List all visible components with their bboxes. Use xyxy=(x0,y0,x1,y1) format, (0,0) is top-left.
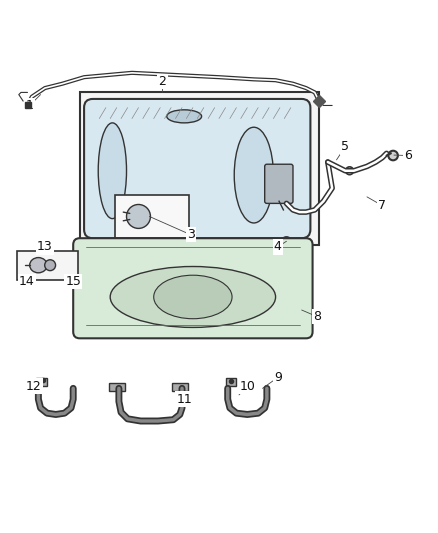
Text: 15: 15 xyxy=(65,275,81,288)
Text: 13: 13 xyxy=(37,240,53,253)
Text: 5: 5 xyxy=(341,140,349,154)
Ellipse shape xyxy=(110,266,276,327)
FancyBboxPatch shape xyxy=(84,99,311,238)
Text: 2: 2 xyxy=(159,75,166,88)
Text: 6: 6 xyxy=(404,149,412,162)
Text: 10: 10 xyxy=(239,379,255,393)
Ellipse shape xyxy=(45,260,56,271)
FancyBboxPatch shape xyxy=(36,378,47,386)
FancyBboxPatch shape xyxy=(265,164,293,204)
FancyBboxPatch shape xyxy=(17,251,78,279)
Text: 12: 12 xyxy=(26,379,42,393)
Ellipse shape xyxy=(389,151,398,160)
Text: 3: 3 xyxy=(187,228,194,241)
FancyBboxPatch shape xyxy=(115,195,188,238)
Ellipse shape xyxy=(167,110,201,123)
Text: 14: 14 xyxy=(19,275,35,288)
Text: 4: 4 xyxy=(274,240,282,253)
FancyBboxPatch shape xyxy=(172,383,187,391)
FancyBboxPatch shape xyxy=(226,378,237,386)
Text: 11: 11 xyxy=(177,393,192,406)
Ellipse shape xyxy=(154,275,232,319)
Ellipse shape xyxy=(234,127,273,223)
Ellipse shape xyxy=(127,205,150,229)
FancyBboxPatch shape xyxy=(80,92,319,245)
Ellipse shape xyxy=(30,257,47,273)
Ellipse shape xyxy=(98,123,127,219)
Text: 9: 9 xyxy=(274,371,282,384)
FancyBboxPatch shape xyxy=(109,383,124,391)
Text: 1: 1 xyxy=(26,99,34,112)
Text: 8: 8 xyxy=(313,310,321,323)
Text: 7: 7 xyxy=(378,199,386,212)
FancyBboxPatch shape xyxy=(73,238,313,338)
